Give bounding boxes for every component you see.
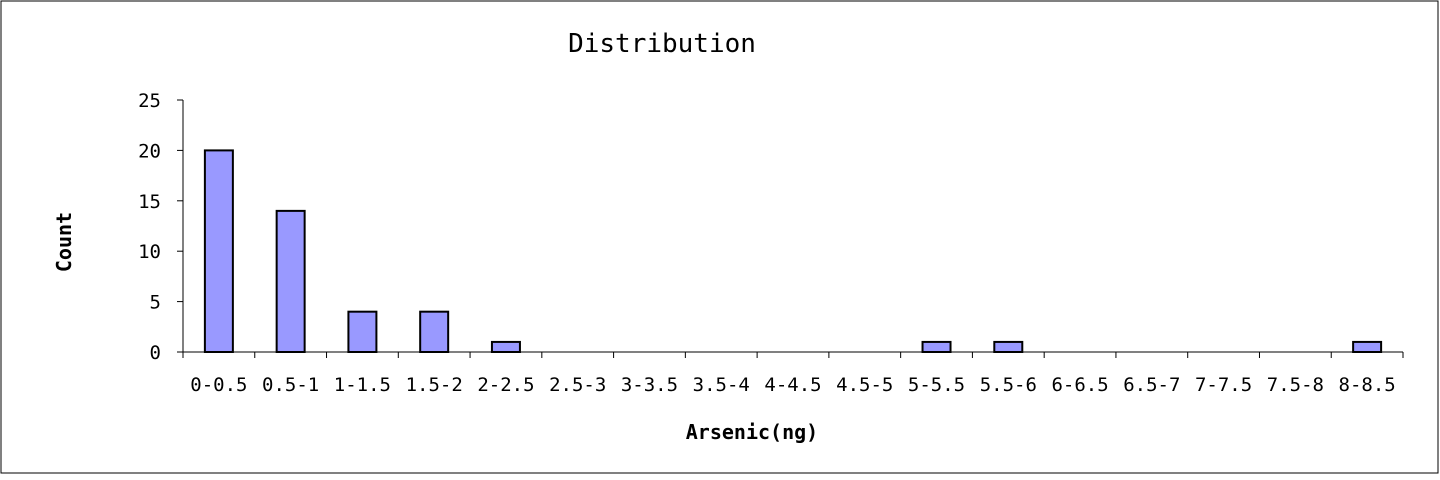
y-tick-label: 20 [138,140,161,162]
x-tick-label: 3-3.5 [621,374,678,396]
bar [490,340,521,354]
chart-title: Distribution [568,29,756,59]
bar [203,149,234,353]
x-tick-label: 1.5-2 [406,374,463,396]
x-tick-label: 4-4.5 [764,374,821,396]
x-tick-label: 6-6.5 [1051,374,1108,396]
x-tick-label: 4.5-5 [836,374,893,396]
x-tick-label: 8-8.5 [1339,374,1396,396]
x-tick-label: 5-5.5 [908,374,965,396]
plot-area: 0 5 10 15 20 25 0-0.5 0.5-1 1-1.5 1.5-2 2-2.5 2.5-3… [138,90,1404,396]
x-tick-label: 2-2.5 [477,374,534,396]
bar [921,340,952,354]
bar [275,209,306,353]
bar [419,310,450,353]
x-tick-label: 7.5-8 [1267,374,1324,396]
x-tick-label: 0.5-1 [262,374,319,396]
y-tick-label: 5 [150,292,161,314]
y-tick-label: 10 [138,241,161,263]
bar [347,310,378,353]
y-tick-label: 25 [138,90,161,112]
x-tick-label: 5.5-6 [980,374,1037,396]
x-axis-title: Arsenic(ng) [686,420,818,444]
bar [993,340,1024,354]
x-tick-label: 7-7.5 [1195,374,1252,396]
x-tick-label: 2.5-3 [549,374,606,396]
y-axis-title: Count [52,212,76,272]
x-tick-label: 0-0.5 [190,374,247,396]
y-tick-label: 0 [150,342,161,364]
y-tick-label: 15 [138,191,161,213]
bar [1352,340,1383,354]
x-tick-label: 6.5-7 [1123,374,1180,396]
x-tick-label: 1-1.5 [334,374,391,396]
x-tick-label: 3.5-4 [693,374,750,396]
